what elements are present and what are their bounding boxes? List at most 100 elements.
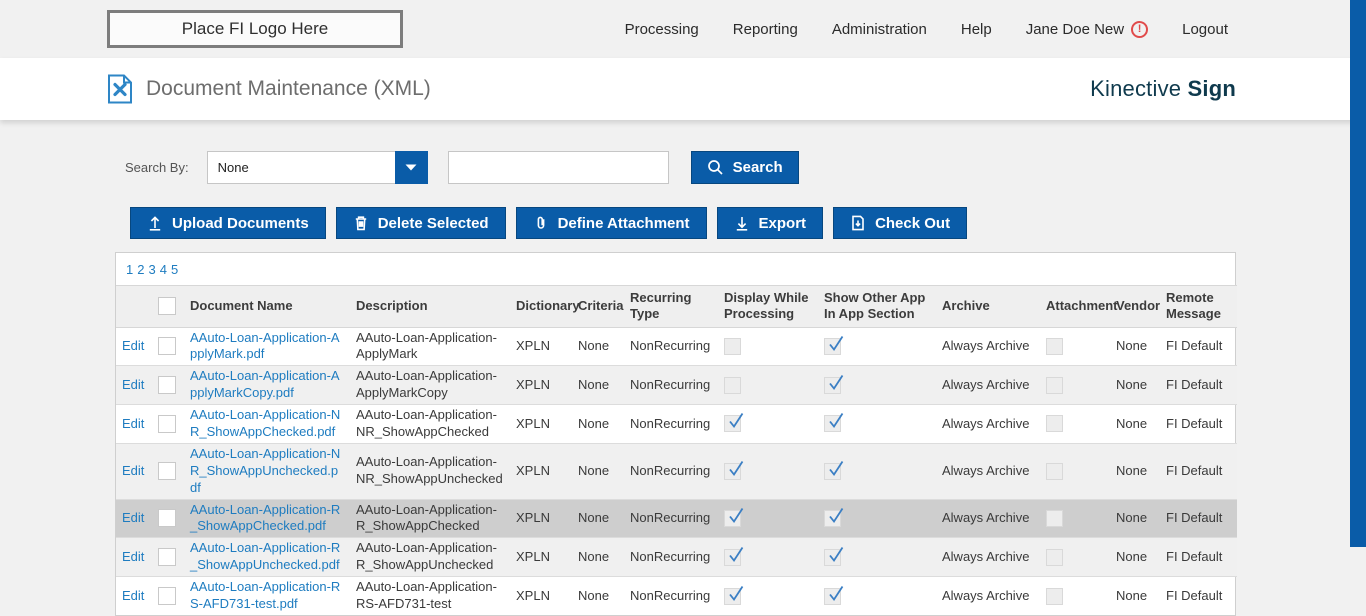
select-all-header [152,285,184,328]
dictionary-text: XPLN [516,509,550,525]
attachment-checkbox [1046,462,1063,480]
row-select-checkbox[interactable] [158,509,176,528]
recurring-type-text: NonRecurring [630,462,711,478]
row-select-checkbox[interactable] [158,376,176,395]
nav-item-jane-doe-new[interactable]: Jane Doe New! [1026,20,1149,38]
page-scrollbar[interactable] [1350,0,1366,581]
description-text: AAuto-Loan-Application-RS-AFD731-test [356,579,497,611]
col-header-empty [116,285,152,328]
remote-message-text: FI Default [1166,376,1223,392]
document-name-link[interactable]: AAuto-Loan-Application-R_ShowAppChecked.… [190,501,341,534]
row-select-checkbox[interactable] [158,586,176,605]
row-select-checkbox[interactable] [158,414,176,433]
brand-bold: Sign [1187,76,1236,101]
remote-message-text: FI Default [1166,509,1223,525]
table-row: Edit AAuto-Loan-Application-RS-AFD731-tes… [116,576,1237,615]
toolbar-button-label: Delete Selected [377,214,489,232]
delete-selected-button[interactable]: Delete Selected [335,207,506,239]
export-icon [734,215,750,231]
nav-item-administration[interactable]: Administration [831,20,927,38]
select-all-checkbox[interactable] [158,297,176,316]
col-header-dictionary: Dictionary [510,285,580,328]
page-link-5[interactable]: 5 [170,262,179,277]
check-out-button[interactable]: Check Out [833,207,968,239]
table-row: Edit AAuto-Loan-Application-NR_ShowAppChe… [116,404,1237,444]
export-button[interactable]: Export [716,207,824,239]
row-select-checkbox[interactable] [158,548,176,567]
archive-text: Always Archive [942,337,1030,353]
show-other-app-checkbox [824,374,844,394]
display-while-processing-checkbox [724,337,741,355]
archive-text: Always Archive [942,376,1030,392]
row-select-checkbox[interactable] [158,337,176,356]
show-other-app-checkbox [824,460,844,480]
recurring-type-text: NonRecurring [630,587,711,603]
recurring-type-text: NonRecurring [630,548,711,564]
col-header-recurring-type: Recurring Type [624,285,718,328]
main-nav: Processing Reporting Administration Help Jan… [624,20,1228,38]
search-by-selected-value: None [217,160,249,175]
document-name-link[interactable]: AAuto-Loan-Application-ApplyMarkCopy.pdf [190,368,340,401]
edit-link[interactable]: Edit [122,509,145,525]
description-text: AAuto-Loan-Application-ApplyMarkCopy [356,368,497,401]
trash-icon [353,215,369,231]
nav-item-help[interactable]: Help [960,20,992,38]
col-header-vendor: Vendor [1110,285,1160,328]
vendor-text: None [1116,509,1148,525]
edit-link[interactable]: Edit [122,337,145,353]
upload-documents-button[interactable]: Upload Documents [130,207,326,239]
recurring-type-text: NonRecurring [630,415,711,431]
edit-link[interactable]: Edit [122,548,145,564]
page-link-4[interactable]: 4 [159,262,167,277]
edit-link[interactable]: Edit [122,462,145,478]
col-header-archive: Archive [936,285,1040,328]
display-while-processing-checkbox [724,585,744,605]
display-while-processing-checkbox [724,507,744,527]
document-name-link[interactable]: AAuto-Loan-Application-RS-AFD731-test.pd… [190,579,341,611]
search-icon [707,159,724,176]
nav-item-processing[interactable]: Processing [624,20,699,38]
scrollbar-thumb[interactable] [1350,0,1366,547]
search-button[interactable]: Search [690,151,799,184]
remote-message-text: FI Default [1166,587,1223,603]
brand-regular: Kinective [1090,76,1188,101]
row-select-checkbox[interactable] [158,462,176,481]
document-name-link[interactable]: AAuto-Loan-Application-NR_ShowAppUncheck… [190,445,341,495]
document-name-link[interactable]: AAuto-Loan-Application-R_ShowAppUnchecke… [190,540,341,573]
page-link-2[interactable]: 2 [137,262,145,277]
vendor-text: None [1116,376,1148,392]
search-input[interactable] [447,151,669,184]
display-while-processing-checkbox [724,546,744,566]
main-content: Search By: None Search Upload Documents D… [0,151,1366,616]
search-by-dropdown[interactable]: None [206,151,428,184]
document-name-link[interactable]: AAuto-Loan-Application-ApplyMark.pdf [190,329,340,362]
chevron-down-icon[interactable] [394,151,428,184]
table-row: Edit AAuto-Loan-Application-R_ShowAppUnch… [116,537,1237,577]
checkout-icon [850,215,866,231]
edit-link[interactable]: Edit [122,376,145,392]
document-name-link[interactable]: AAuto-Loan-Application-NR_ShowAppChecked… [190,407,341,439]
criteria-text: None [578,509,610,525]
show-other-app-checkbox [824,585,844,605]
criteria-text: None [578,587,610,603]
description-text: AAuto-Loan-Application-NR_ShowAppUncheck… [356,454,503,487]
nav-item-logout[interactable]: Logout [1182,20,1228,38]
toolbar-button-label: Define Attachment [557,214,690,232]
criteria-text: None [578,337,610,353]
search-by-label: Search By: [125,160,189,175]
page-link-3[interactable]: 3 [148,262,156,277]
page-link-1[interactable]: 1 [126,262,134,277]
attachment-checkbox [1046,587,1063,605]
remote-message-text: FI Default [1166,462,1223,478]
criteria-text: None [578,376,610,392]
edit-link[interactable]: Edit [122,415,145,431]
col-header-show-other-app-in-app-section: Show Other App In App Section [818,285,936,328]
table-row: Edit AAuto-Loan-Application-ApplyMarkCopy… [116,365,1237,405]
define-attachment-button[interactable]: Define Attachment [515,207,707,239]
edit-link[interactable]: Edit [122,587,145,603]
nav-item-reporting[interactable]: Reporting [732,20,798,38]
description-text: AAuto-Loan-Application-R_ShowAppUnchecke… [356,540,497,573]
brand-logo: Kinective Sign [1090,76,1236,102]
criteria-text: None [578,415,610,431]
